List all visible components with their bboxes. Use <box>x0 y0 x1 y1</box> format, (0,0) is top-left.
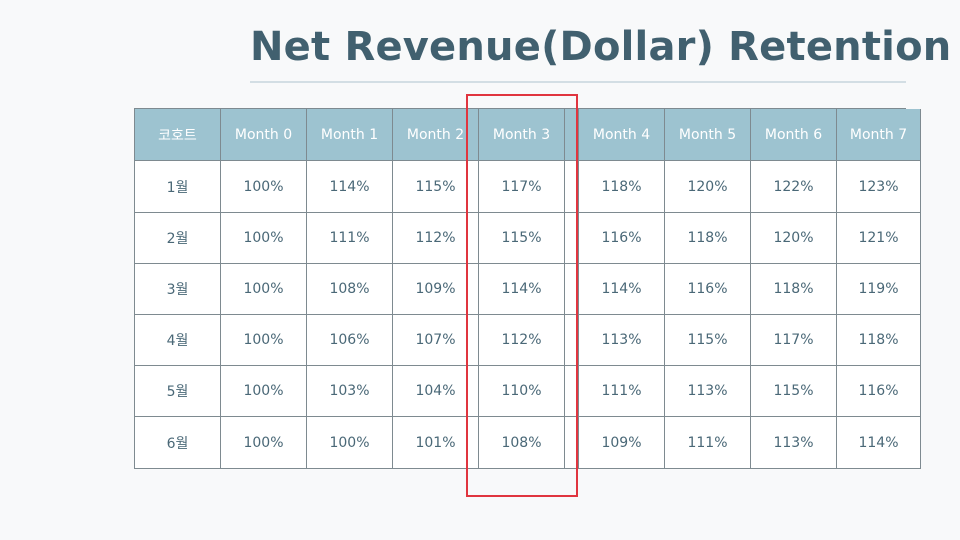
retention-cell: 118% <box>837 315 921 366</box>
retention-cell: 116% <box>579 213 665 264</box>
header-gap <box>565 109 579 161</box>
gap-cell <box>565 315 579 366</box>
retention-cell: 115% <box>393 161 479 213</box>
gap-cell <box>565 417 579 469</box>
retention-cell: 117% <box>751 315 837 366</box>
title-underline <box>250 81 906 83</box>
header-month-1: Month 1 <box>307 109 393 161</box>
cohort-label: 1월 <box>135 161 221 213</box>
cohort-label: 4월 <box>135 315 221 366</box>
retention-cell: 119% <box>837 264 921 315</box>
retention-cell: 100% <box>307 417 393 469</box>
gap-cell <box>565 264 579 315</box>
header-month-3: Month 3 <box>479 109 565 161</box>
header-month-0: Month 0 <box>221 109 307 161</box>
retention-cell: 114% <box>307 161 393 213</box>
gap-cell <box>565 366 579 417</box>
retention-cell: 100% <box>221 161 307 213</box>
header-cohort: 코호트 <box>135 109 221 161</box>
retention-cell: 112% <box>393 213 479 264</box>
retention-cell: 118% <box>579 161 665 213</box>
retention-cell: 111% <box>579 366 665 417</box>
retention-cell: 100% <box>221 315 307 366</box>
header-month-5: Month 5 <box>665 109 751 161</box>
retention-cell: 109% <box>393 264 479 315</box>
retention-cell: 113% <box>751 417 837 469</box>
gap-cell <box>565 161 579 213</box>
retention-cell: 117% <box>479 161 565 213</box>
gap-cell <box>565 213 579 264</box>
retention-cell: 115% <box>751 366 837 417</box>
retention-cell: 120% <box>751 213 837 264</box>
retention-table: 코호트 Month 0 Month 1 Month 2 Month 3 Month 4 Mo… <box>134 108 921 469</box>
retention-cell: 100% <box>221 213 307 264</box>
header-month-4: Month 4 <box>579 109 665 161</box>
retention-cell: 112% <box>479 315 565 366</box>
retention-cell: 118% <box>751 264 837 315</box>
retention-cell: 104% <box>393 366 479 417</box>
retention-cell: 116% <box>665 264 751 315</box>
retention-cell: 114% <box>479 264 565 315</box>
retention-cell: 123% <box>837 161 921 213</box>
cohort-label: 6월 <box>135 417 221 469</box>
retention-cell: 116% <box>837 366 921 417</box>
retention-cell: 121% <box>837 213 921 264</box>
retention-cell: 100% <box>221 366 307 417</box>
retention-cell: 111% <box>665 417 751 469</box>
cohort-label: 3월 <box>135 264 221 315</box>
slide-title: Net Revenue(Dollar) Retention <box>250 24 952 70</box>
retention-cell: 113% <box>665 366 751 417</box>
retention-cell: 106% <box>307 315 393 366</box>
retention-cell: 100% <box>221 417 307 469</box>
retention-cell: 120% <box>665 161 751 213</box>
retention-cell: 101% <box>393 417 479 469</box>
header-month-6: Month 6 <box>751 109 837 161</box>
retention-cell: 111% <box>307 213 393 264</box>
retention-cell: 114% <box>579 264 665 315</box>
header-month-7: Month 7 <box>837 109 921 161</box>
retention-cell: 103% <box>307 366 393 417</box>
retention-cell: 110% <box>479 366 565 417</box>
retention-cell: 108% <box>479 417 565 469</box>
cohort-label: 2월 <box>135 213 221 264</box>
retention-cell: 122% <box>751 161 837 213</box>
header-month-2: Month 2 <box>393 109 479 161</box>
retention-cell: 100% <box>221 264 307 315</box>
retention-cell: 113% <box>579 315 665 366</box>
retention-cell: 107% <box>393 315 479 366</box>
retention-cell: 114% <box>837 417 921 469</box>
retention-cell: 108% <box>307 264 393 315</box>
retention-cell: 109% <box>579 417 665 469</box>
cohort-label: 5월 <box>135 366 221 417</box>
retention-cell: 118% <box>665 213 751 264</box>
retention-cell: 115% <box>479 213 565 264</box>
retention-cell: 115% <box>665 315 751 366</box>
